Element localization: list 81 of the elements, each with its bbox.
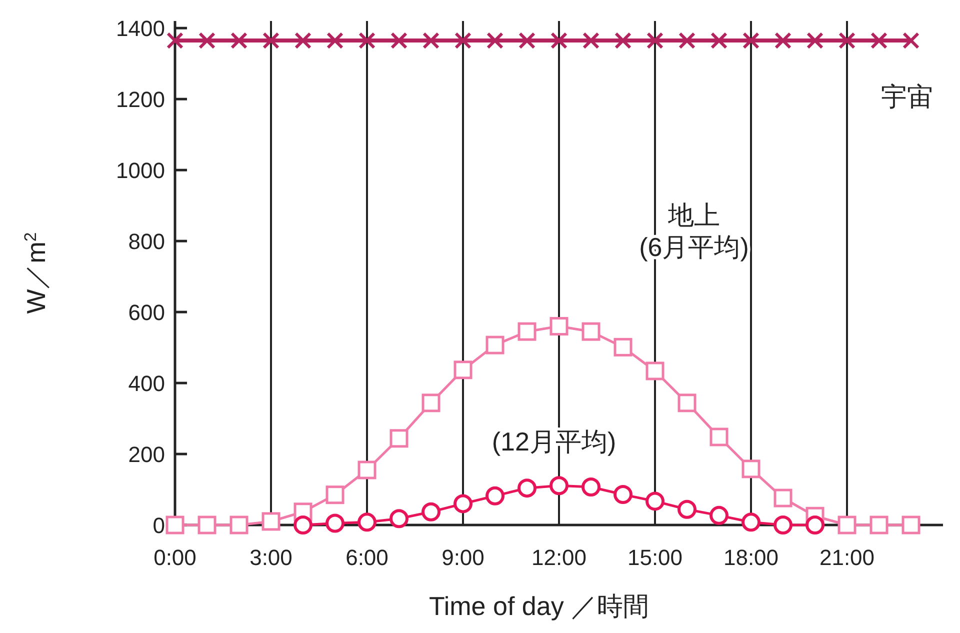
point — [390, 429, 408, 448]
point — [294, 516, 312, 534]
point — [486, 336, 504, 354]
point — [166, 516, 184, 534]
point — [838, 32, 856, 50]
y-tick-label: 600 — [128, 300, 165, 326]
point — [710, 506, 728, 525]
point — [646, 32, 664, 50]
point — [358, 32, 376, 50]
point — [582, 32, 600, 50]
point — [710, 428, 728, 446]
point — [742, 512, 760, 532]
point — [614, 484, 632, 504]
point — [678, 394, 696, 412]
point — [230, 32, 248, 50]
point — [454, 360, 472, 380]
point — [838, 516, 856, 534]
point — [422, 502, 440, 522]
point — [422, 32, 440, 50]
point — [806, 32, 824, 50]
y-tick-label: 800 — [128, 229, 165, 254]
x-tick-label: 15:00 — [627, 545, 683, 570]
point — [454, 494, 472, 514]
y-tick-label: 1400 — [116, 16, 165, 42]
point — [326, 486, 344, 504]
point — [646, 362, 664, 380]
point — [646, 492, 664, 511]
point — [742, 460, 760, 478]
x-tick-label: 0:00 — [154, 545, 196, 570]
point — [774, 516, 792, 534]
point — [358, 512, 376, 532]
point — [582, 478, 600, 497]
y-tick-label: 1000 — [116, 158, 165, 184]
y-tick-label: 1200 — [116, 87, 165, 112]
point — [550, 316, 568, 336]
point — [518, 32, 536, 50]
point — [582, 322, 600, 341]
point — [870, 516, 888, 534]
point — [198, 32, 216, 50]
x-tick-label: 9:00 — [442, 545, 484, 570]
point — [166, 32, 184, 50]
point — [518, 322, 536, 341]
point — [774, 488, 792, 508]
x-tick-label: 6:00 — [346, 545, 388, 570]
point — [614, 338, 632, 356]
point — [774, 32, 792, 50]
point — [902, 32, 920, 50]
y-tick-label: 0 — [152, 513, 165, 538]
point — [550, 32, 568, 50]
x-tick-label: 18:00 — [723, 545, 779, 570]
point — [678, 32, 696, 50]
point — [326, 32, 344, 50]
y-tick-label: 400 — [128, 371, 165, 396]
point — [230, 516, 248, 534]
point — [518, 478, 536, 498]
point — [710, 32, 728, 50]
point — [294, 32, 312, 50]
x-axis-title: Time of day ／時間 — [428, 591, 650, 621]
point — [390, 509, 408, 528]
x-tick-label: 21:00 — [819, 545, 875, 570]
x-tick-label: 12:00 — [531, 545, 587, 570]
point — [550, 476, 568, 496]
point — [358, 460, 376, 480]
series-label: 宇宙 — [881, 82, 933, 112]
point — [486, 486, 504, 506]
point — [390, 32, 408, 50]
point — [262, 32, 280, 50]
point — [198, 516, 216, 534]
x-tick-label: 3:00 — [250, 545, 292, 570]
point — [326, 514, 344, 533]
point — [454, 32, 472, 50]
point — [806, 516, 824, 534]
y-tick-label: 200 — [128, 442, 165, 468]
point — [486, 32, 504, 50]
point — [262, 512, 280, 531]
point — [422, 394, 440, 412]
point — [614, 32, 632, 50]
point — [902, 516, 920, 534]
point — [678, 500, 696, 519]
point — [742, 32, 760, 50]
point — [870, 32, 888, 50]
